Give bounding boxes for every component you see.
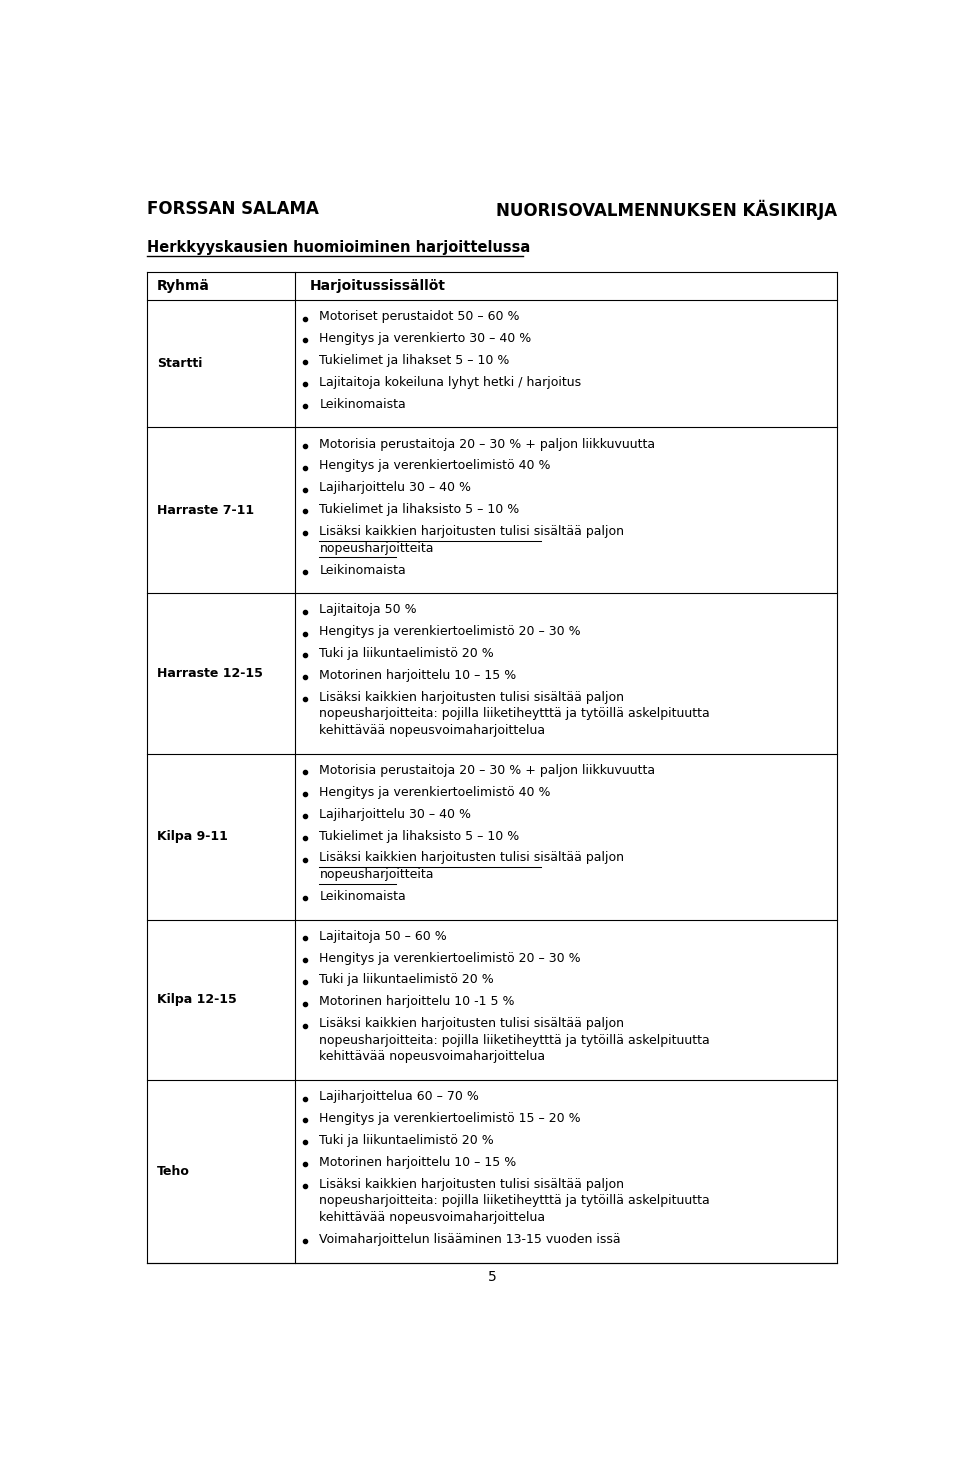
Text: Hengitys ja verenkiertoelimistö 15 – 20 %: Hengitys ja verenkiertoelimistö 15 – 20 … [320,1113,581,1126]
Text: FORSSAN SALAMA: FORSSAN SALAMA [147,200,319,218]
Text: Tukielimet ja lihaksisto 5 – 10 %: Tukielimet ja lihaksisto 5 – 10 % [320,503,519,516]
Text: Lisäksi kaikkien harjoitusten tulisi sisältää paljon: Lisäksi kaikkien harjoitusten tulisi sis… [320,692,624,703]
Text: nopeusharjoitteita: nopeusharjoitteita [320,868,434,882]
Text: Startti: Startti [157,357,203,370]
Text: Kilpa 9-11: Kilpa 9-11 [157,830,228,844]
Text: Tuki ja liikuntaelimistö 20 %: Tuki ja liikuntaelimistö 20 % [320,648,494,661]
Text: nopeusharjoitteita: pojilla liiketiheytttä ja tytöillä askelpituutta: nopeusharjoitteita: pojilla liiketiheytt… [320,708,710,721]
Text: Ryhmä: Ryhmä [157,279,210,294]
Text: Motorinen harjoittelu 10 -1 5 %: Motorinen harjoittelu 10 -1 5 % [320,996,515,1009]
Text: Hengitys ja verenkiertoelimistö 20 – 30 %: Hengitys ja verenkiertoelimistö 20 – 30 … [320,626,581,639]
Text: Hengitys ja verenkiertoelimistö 20 – 30 %: Hengitys ja verenkiertoelimistö 20 – 30 … [320,952,581,965]
Text: Motorisia perustaitoja 20 – 30 % + paljon liikkuvuutta: Motorisia perustaitoja 20 – 30 % + paljo… [320,437,656,450]
Text: Lajiharjoittelu 30 – 40 %: Lajiharjoittelu 30 – 40 % [320,481,471,494]
Text: Herkkyyskausien huomioiminen harjoittelussa: Herkkyyskausien huomioiminen harjoittelu… [147,240,530,256]
Text: Harraste 12-15: Harraste 12-15 [157,667,263,680]
Text: Leikinomaista: Leikinomaista [320,563,406,576]
Text: Lisäksi kaikkien harjoitusten tulisi sisältää paljon: Lisäksi kaikkien harjoitusten tulisi sis… [320,1018,624,1031]
Text: Lisäksi kaikkien harjoitusten tulisi sisältää paljon: Lisäksi kaikkien harjoitusten tulisi sis… [320,1178,624,1192]
Text: Lajitaitoja 50 – 60 %: Lajitaitoja 50 – 60 % [320,930,447,943]
Text: Lajitaitoja 50 %: Lajitaitoja 50 % [320,604,417,617]
Text: Kilpa 12-15: Kilpa 12-15 [157,994,237,1006]
Text: Leikinomaista: Leikinomaista [320,890,406,904]
Text: Lajiharjoittelua 60 – 70 %: Lajiharjoittelua 60 – 70 % [320,1091,479,1104]
Text: Motorisia perustaitoja 20 – 30 % + paljon liikkuvuutta: Motorisia perustaitoja 20 – 30 % + paljo… [320,765,656,776]
Text: Voimaharjoittelun lisääminen 13-15 vuoden issä: Voimaharjoittelun lisääminen 13-15 vuode… [320,1232,621,1246]
Text: Harraste 7-11: Harraste 7-11 [157,504,254,518]
Text: Tukielimet ja lihakset 5 – 10 %: Tukielimet ja lihakset 5 – 10 % [320,354,510,367]
Text: 5: 5 [488,1270,496,1284]
Text: nopeusharjoitteita: pojilla liiketiheytttä ja tytöillä askelpituutta: nopeusharjoitteita: pojilla liiketiheytt… [320,1194,710,1208]
Text: nopeusharjoitteita: pojilla liiketiheytttä ja tytöillä askelpituutta: nopeusharjoitteita: pojilla liiketiheytt… [320,1034,710,1047]
Text: NUORISOVALMENNUKSEN KÄSIKIRJA: NUORISOVALMENNUKSEN KÄSIKIRJA [495,200,837,221]
Text: Motorinen harjoittelu 10 – 15 %: Motorinen harjoittelu 10 – 15 % [320,1156,516,1170]
Text: kehittävää nopeusvoimaharjoittelua: kehittävää nopeusvoimaharjoittelua [320,1051,545,1063]
Text: Tuki ja liikuntaelimistö 20 %: Tuki ja liikuntaelimistö 20 % [320,1135,494,1148]
Text: Lisäksi kaikkien harjoitusten tulisi sisältää paljon: Lisäksi kaikkien harjoitusten tulisi sis… [320,851,624,864]
Text: Motoriset perustaidot 50 – 60 %: Motoriset perustaidot 50 – 60 % [320,310,520,323]
Text: kehittävää nopeusvoimaharjoittelua: kehittävää nopeusvoimaharjoittelua [320,724,545,737]
Text: kehittävää nopeusvoimaharjoittelua: kehittävää nopeusvoimaharjoittelua [320,1211,545,1224]
Text: Tuki ja liikuntaelimistö 20 %: Tuki ja liikuntaelimistö 20 % [320,974,494,987]
Text: Harjoitussissällöt: Harjoitussissällöt [309,279,445,294]
Text: nopeusharjoitteita: nopeusharjoitteita [320,542,434,554]
Text: Lajiharjoittelu 30 – 40 %: Lajiharjoittelu 30 – 40 % [320,807,471,820]
Text: Leikinomaista: Leikinomaista [320,398,406,411]
Text: Lajitaitoja kokeiluna lyhyt hetki / harjoitus: Lajitaitoja kokeiluna lyhyt hetki / harj… [320,376,582,389]
Text: Tukielimet ja lihaksisto 5 – 10 %: Tukielimet ja lihaksisto 5 – 10 % [320,829,519,842]
Text: Hengitys ja verenkierto 30 – 40 %: Hengitys ja verenkierto 30 – 40 % [320,332,532,345]
Text: Hengitys ja verenkiertoelimistö 40 %: Hengitys ja verenkiertoelimistö 40 % [320,459,551,472]
Text: Motorinen harjoittelu 10 – 15 %: Motorinen harjoittelu 10 – 15 % [320,670,516,681]
Text: Teho: Teho [157,1165,190,1178]
Text: Lisäksi kaikkien harjoitusten tulisi sisältää paljon: Lisäksi kaikkien harjoitusten tulisi sis… [320,525,624,538]
Text: Hengitys ja verenkiertoelimistö 40 %: Hengitys ja verenkiertoelimistö 40 % [320,785,551,798]
